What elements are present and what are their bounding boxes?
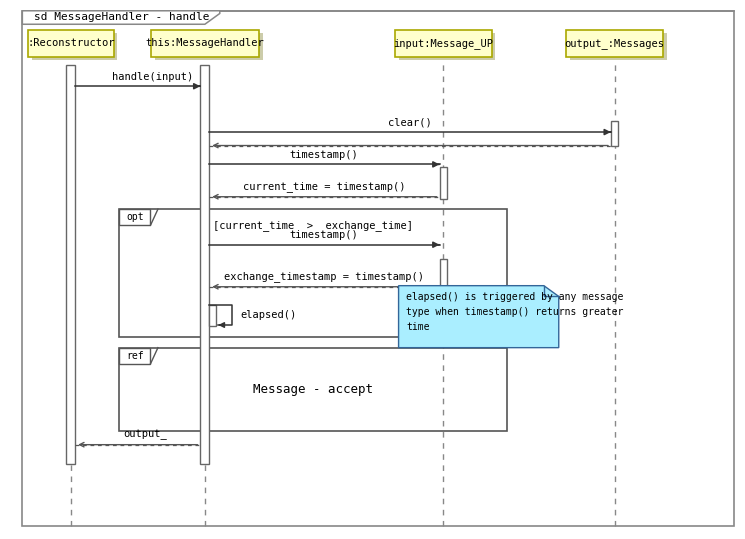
Bar (119, 209, 150, 225)
Bar (155, 33, 262, 60)
Text: input:Message_UP: input:Message_UP (393, 38, 493, 49)
Bar (440, 259, 447, 290)
Bar (566, 30, 663, 57)
Polygon shape (22, 11, 220, 24)
Bar (150, 30, 259, 57)
Text: output_: output_ (124, 430, 167, 440)
Bar (119, 209, 507, 337)
Bar (611, 121, 618, 146)
Text: elapsed(): elapsed() (241, 310, 297, 320)
Bar (28, 30, 113, 57)
Text: clear(): clear() (388, 118, 431, 127)
Bar (440, 167, 447, 199)
Bar (209, 305, 216, 326)
Bar (119, 348, 150, 364)
Text: this:MessageHandler: this:MessageHandler (145, 38, 264, 48)
Text: handle(input): handle(input) (112, 72, 194, 81)
Bar (395, 30, 492, 57)
Text: opt: opt (126, 212, 144, 222)
Text: Message - accept: Message - accept (253, 383, 373, 396)
Text: timestamp(): timestamp() (290, 230, 358, 240)
Text: elapsed() is triggered by any message
type when timestamp() returns greater
time: elapsed() is triggered by any message ty… (406, 292, 624, 331)
Text: current_time = timestamp(): current_time = timestamp() (243, 182, 405, 192)
Text: timestamp(): timestamp() (290, 150, 358, 160)
Text: exchange_timestamp = timestamp(): exchange_timestamp = timestamp() (224, 272, 424, 282)
Polygon shape (399, 286, 559, 348)
Bar (31, 33, 117, 60)
Bar (119, 348, 507, 431)
Bar (570, 33, 667, 60)
Text: output_:Messages: output_:Messages (565, 38, 665, 49)
Bar (200, 65, 209, 464)
Text: sd MessageHandler - handle: sd MessageHandler - handle (34, 12, 209, 22)
Text: ref: ref (126, 351, 144, 361)
Bar (399, 33, 495, 60)
Text: [current_time  >  exchange_time]: [current_time > exchange_time] (213, 220, 413, 231)
Bar (66, 65, 75, 464)
Text: :Reconstructor: :Reconstructor (27, 38, 115, 48)
